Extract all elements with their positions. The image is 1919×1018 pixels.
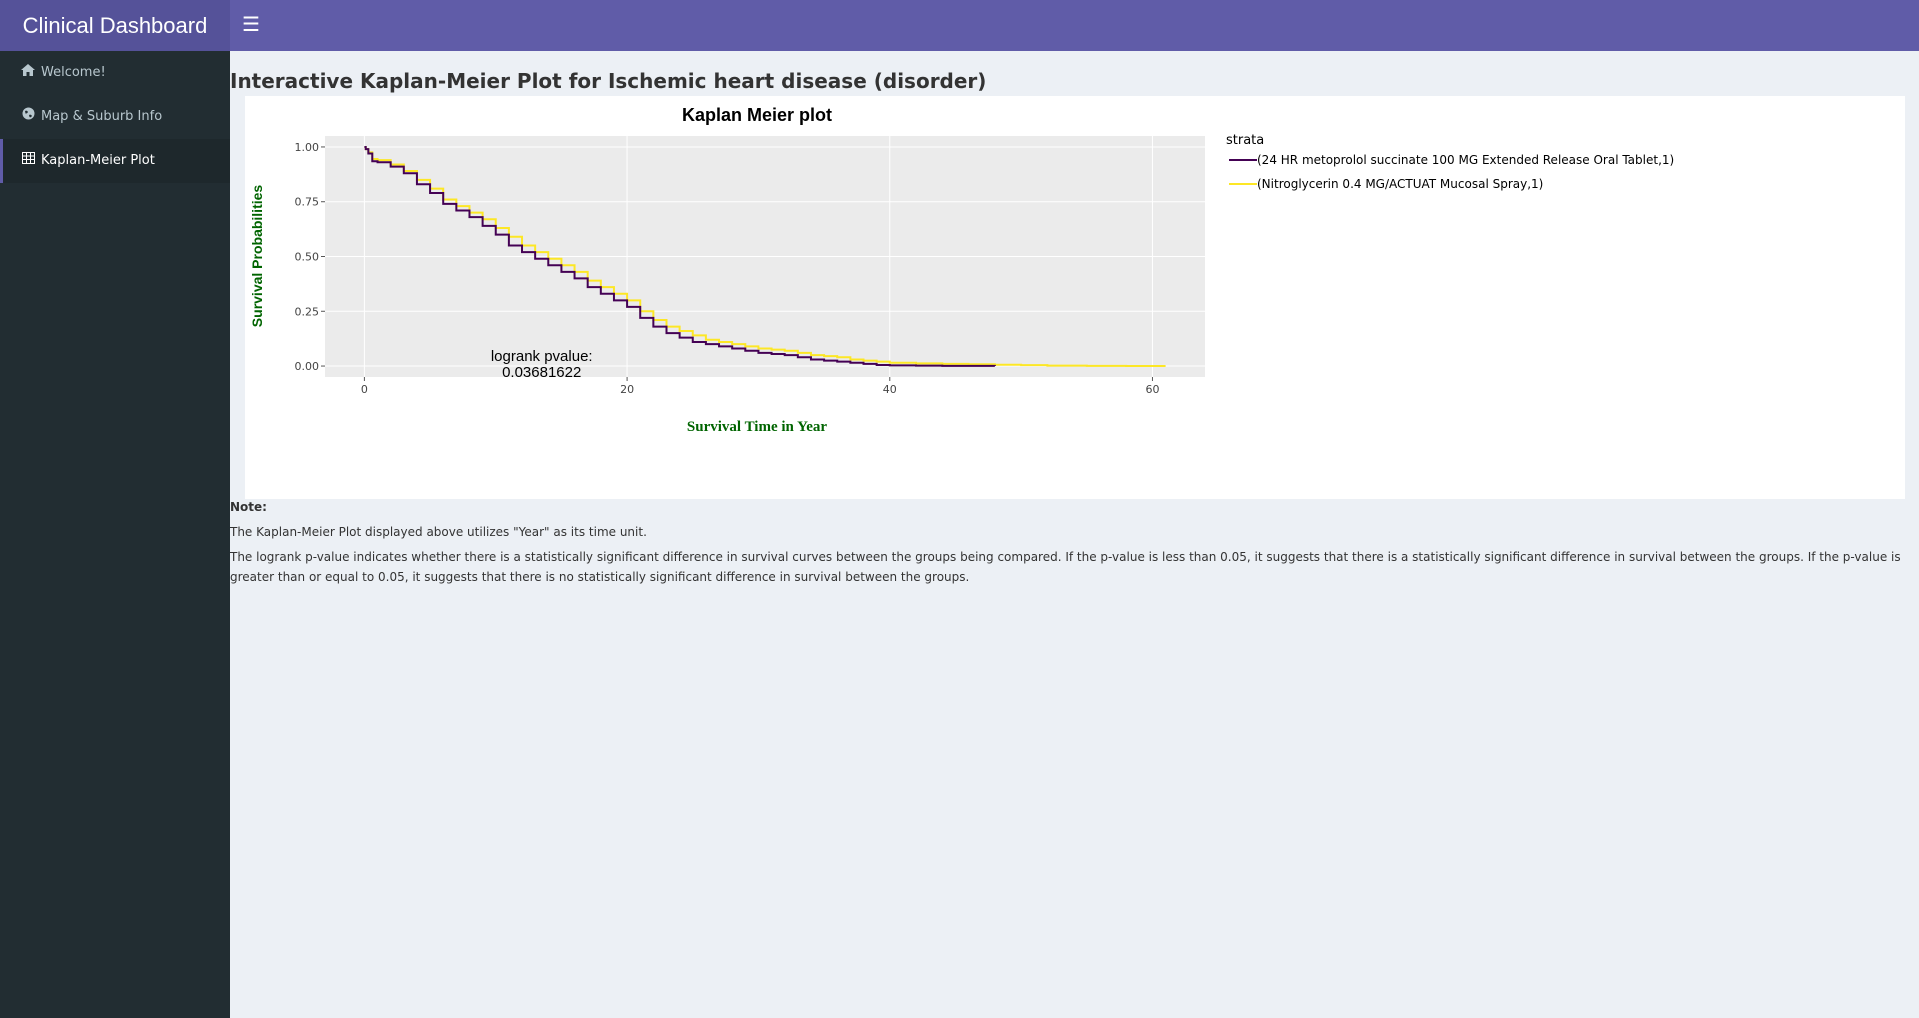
km-chart[interactable]: 0.00 0.25 0.50 0.75 1.00 0 20 40 60 Kaplan Meie… (245, 96, 1905, 499)
logrank-pvalue-label: logrank pvalue: (491, 348, 593, 365)
y-tick-label: 0.75 (295, 196, 320, 209)
y-tick-label: 0.25 (295, 305, 320, 318)
note-pvalue-explanation: The logrank p-value indicates whether th… (230, 550, 1901, 584)
app-logo-title[interactable]: Clinical Dashboard (0, 0, 230, 51)
main-content: Interactive Kaplan-Meier Plot for Ischem… (230, 51, 1919, 1018)
y-tick-label: 0.00 (295, 360, 320, 373)
sidebar-item-label: Kaplan-Meier Plot (41, 153, 155, 168)
top-header: Clinical Dashboard ☰ (0, 0, 1919, 51)
x-axis: 0 20 40 60 (361, 377, 1159, 396)
note-time-unit: The Kaplan-Meier Plot displayed above ut… (230, 525, 647, 539)
x-tick-label: 60 (1145, 383, 1159, 396)
home-icon (19, 51, 37, 95)
sidebar-item-map-suburb-info[interactable]: Map & Suburb Info (0, 95, 230, 139)
chart-title: Kaplan Meier plot (682, 105, 832, 125)
page-title: Interactive Kaplan-Meier Plot for Ischem… (230, 69, 987, 93)
legend-label: (24 HR metoprolol succinate 100 MG Exten… (1257, 153, 1674, 167)
x-tick-label: 20 (620, 383, 634, 396)
km-chart-container[interactable]: 0.00 0.25 0.50 0.75 1.00 0 20 40 60 Kaplan Meie… (245, 96, 1905, 499)
table-icon (19, 139, 37, 183)
legend-title: strata (1226, 133, 1264, 148)
x-tick-label: 40 (883, 383, 897, 396)
grid-lines (325, 136, 1205, 377)
logrank-pvalue-value: 0.03681622 (502, 364, 581, 381)
legend-item[interactable]: (24 HR metoprolol succinate 100 MG Exten… (1229, 153, 1674, 167)
x-axis-label: Survival Time in Year (687, 419, 827, 435)
sidebar-item-welcome[interactable]: Welcome! (0, 51, 230, 95)
note-section: Note: The Kaplan-Meier Plot displayed ab… (230, 497, 1919, 592)
note-title: Note: (230, 500, 267, 514)
legend-label: (Nitroglycerin 0.4 MG/ACTUAT Mucosal Spr… (1257, 177, 1543, 191)
sidebar: Welcome! Map & Suburb Info Kaplan-Meier … (0, 51, 230, 1018)
sidebar-item-label: Map & Suburb Info (41, 109, 163, 124)
sidebar-item-kaplan-meier-plot[interactable]: Kaplan-Meier Plot (0, 139, 230, 183)
y-axis-label: Survival Probabilities (249, 185, 265, 328)
sidebar-item-label: Welcome! (41, 65, 106, 80)
legend-item[interactable]: (Nitroglycerin 0.4 MG/ACTUAT Mucosal Spr… (1229, 177, 1543, 191)
legend: strata (24 HR metoprolol succinate 100 M… (1226, 133, 1674, 191)
series-lines[interactable] (364, 145, 1166, 368)
sidebar-menu: Welcome! Map & Suburb Info Kaplan-Meier … (0, 51, 230, 183)
globe-icon (19, 95, 37, 139)
hamburger-menu-icon[interactable]: ☰ (242, 14, 260, 36)
x-tick-label: 0 (361, 383, 368, 396)
y-axis: 0.00 0.25 0.50 0.75 1.00 (295, 141, 325, 373)
y-tick-label: 1.00 (295, 141, 320, 154)
y-tick-label: 0.50 (295, 251, 320, 264)
km-survival-curve[interactable] (364, 145, 996, 367)
km-survival-curve[interactable] (364, 145, 1166, 368)
